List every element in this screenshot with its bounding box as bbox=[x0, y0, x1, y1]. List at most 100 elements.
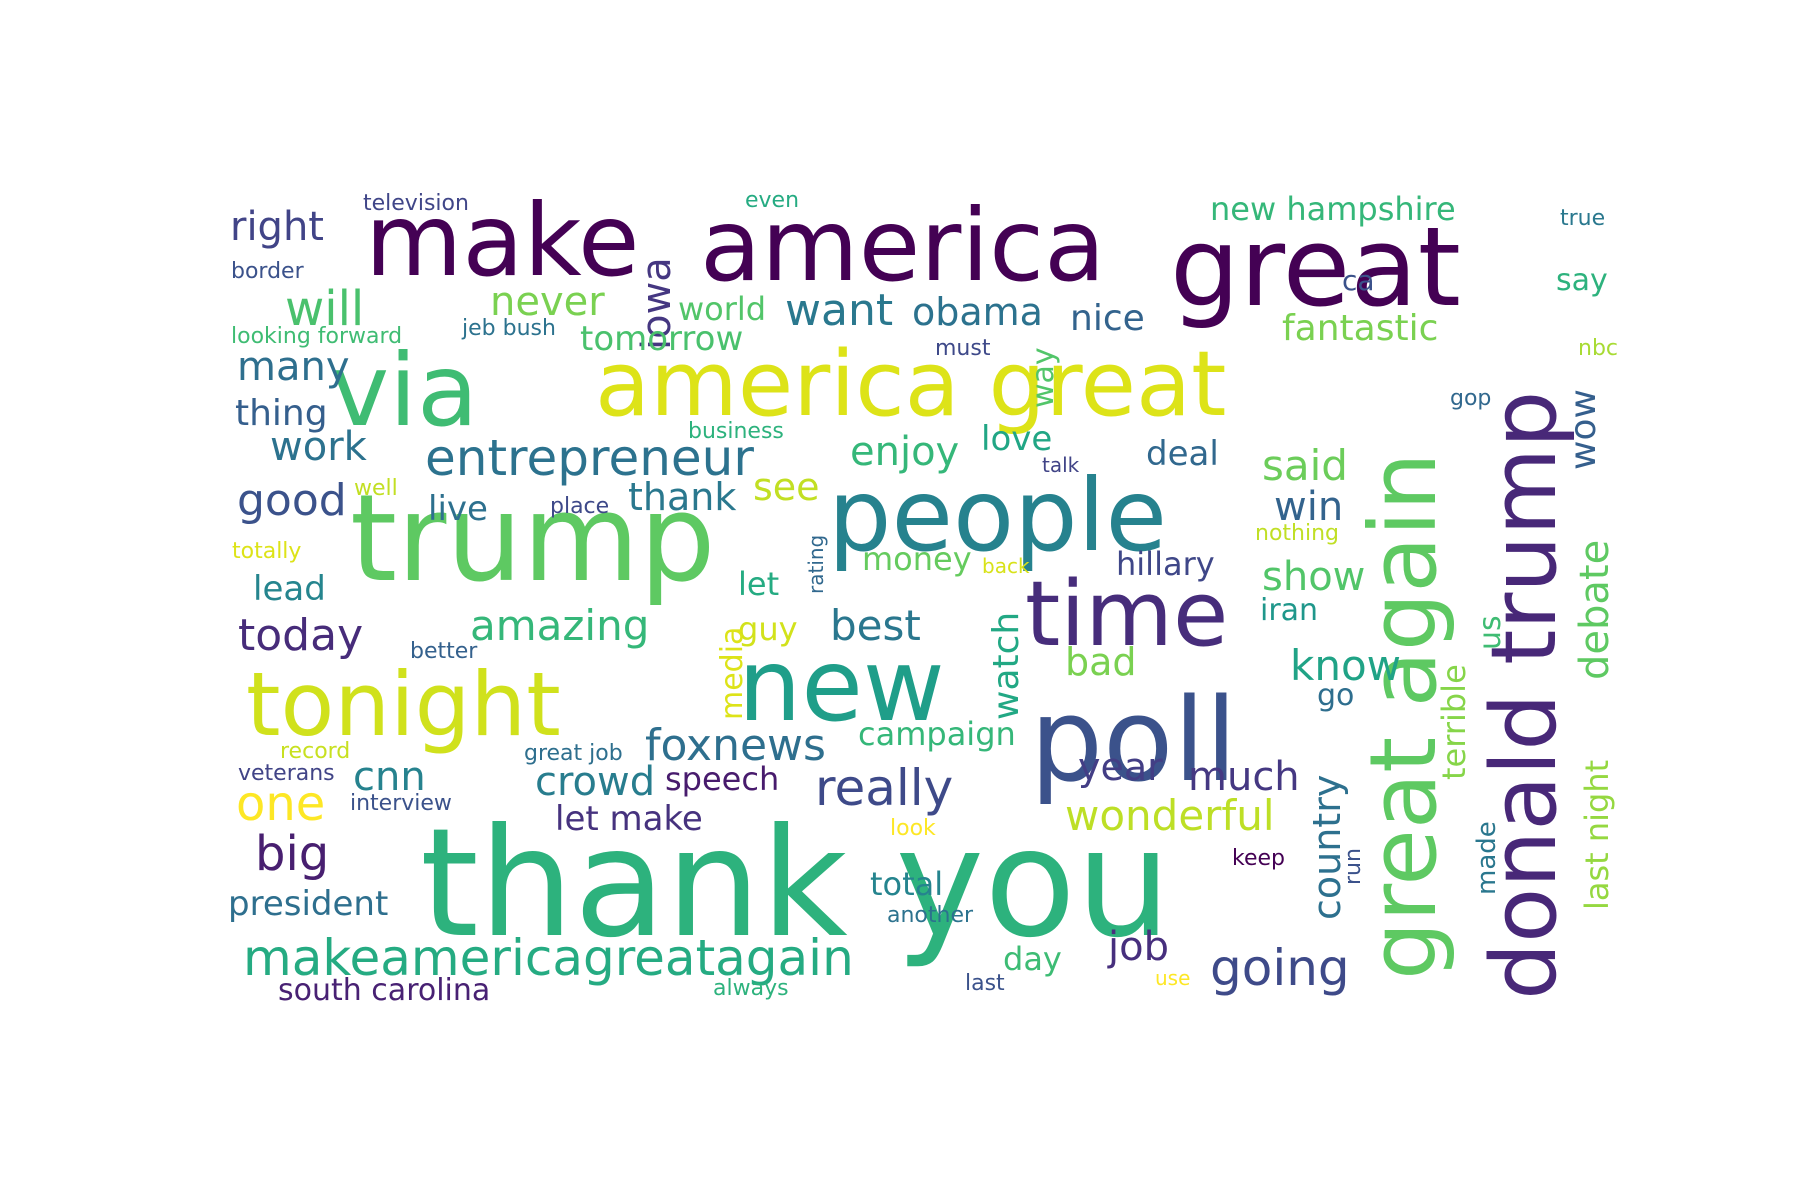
word-bad: bad bbox=[1065, 640, 1137, 684]
word-let: let bbox=[738, 565, 779, 603]
word-made: made bbox=[1472, 821, 1502, 895]
word-nbc: nbc bbox=[1578, 336, 1618, 361]
word-use: use bbox=[1155, 966, 1190, 990]
word-poll: poll bbox=[1030, 674, 1237, 808]
word-great-job: great job bbox=[524, 741, 623, 766]
word-foxnews: foxnews bbox=[645, 720, 826, 771]
word-go: go bbox=[1317, 678, 1354, 713]
word-wow: wow bbox=[1563, 389, 1604, 470]
word-year: year bbox=[1078, 745, 1163, 789]
word-gop: gop bbox=[1450, 386, 1491, 411]
word-nice: nice bbox=[1070, 298, 1145, 339]
word-want: want bbox=[785, 285, 893, 336]
word-president: president bbox=[228, 884, 388, 924]
word-love: love bbox=[981, 419, 1052, 459]
word-people: people bbox=[828, 457, 1167, 574]
word-never: never bbox=[490, 279, 605, 325]
word-jeb-bush: jeb bush bbox=[461, 316, 556, 341]
word-big: big bbox=[255, 826, 329, 882]
word-veterans: veterans bbox=[238, 761, 335, 786]
word-new: new bbox=[738, 627, 945, 744]
word-world: world bbox=[678, 290, 766, 328]
word-day: day bbox=[1003, 940, 1062, 978]
word-television: television bbox=[363, 191, 469, 216]
word-lead: lead bbox=[253, 569, 326, 609]
word-enjoy: enjoy bbox=[850, 429, 959, 475]
word-record: record bbox=[280, 739, 350, 764]
word-know: know bbox=[1290, 641, 1401, 690]
word-back: back bbox=[982, 554, 1030, 578]
word-said: said bbox=[1262, 441, 1348, 490]
word-guy: guy bbox=[738, 610, 798, 648]
word-trump: trump bbox=[350, 470, 716, 609]
word-live: live bbox=[428, 489, 488, 529]
word-thank: thank bbox=[628, 475, 736, 519]
word-business: business bbox=[688, 419, 784, 444]
word-see: see bbox=[753, 465, 820, 509]
word-always: always bbox=[713, 976, 789, 1001]
word-rating: rating bbox=[804, 535, 828, 594]
word-time: time bbox=[1025, 562, 1228, 667]
word-true: true bbox=[1560, 206, 1605, 231]
word-make: make bbox=[365, 182, 640, 299]
word-fantastic: fantastic bbox=[1282, 308, 1438, 349]
word-place: place bbox=[550, 494, 609, 519]
word-wonderful: wonderful bbox=[1065, 791, 1275, 840]
word-thing: thing bbox=[235, 393, 328, 434]
word-another: another bbox=[887, 903, 974, 928]
word-amazing: amazing bbox=[470, 601, 649, 650]
word-really: really bbox=[815, 759, 953, 817]
word-speech: speech bbox=[665, 760, 779, 798]
word-america: america bbox=[700, 187, 1105, 304]
word-cnn: cnn bbox=[353, 754, 426, 800]
word-us: us bbox=[1473, 615, 1508, 650]
word-thank-you: thank you bbox=[420, 797, 1171, 971]
word-debate: debate bbox=[1572, 540, 1618, 680]
word-campaign: campaign bbox=[858, 715, 1016, 753]
word-show: show bbox=[1262, 554, 1365, 600]
word-tonight: tonight bbox=[246, 653, 561, 756]
word-job: job bbox=[1107, 924, 1169, 970]
word-interview: interview bbox=[350, 791, 452, 816]
word-talk: talk bbox=[1042, 453, 1080, 477]
word-obama: obama bbox=[912, 290, 1043, 334]
word-entrepreneur: entrepreneur bbox=[425, 429, 754, 487]
word-going: going bbox=[1210, 939, 1350, 997]
word-great: great bbox=[1170, 203, 1461, 331]
word-last: last bbox=[965, 971, 1005, 996]
word-many: many bbox=[237, 344, 350, 390]
word-must: must bbox=[935, 336, 991, 361]
word-south-carolina: south carolina bbox=[278, 973, 490, 1008]
word-ca: ca bbox=[1342, 264, 1375, 297]
word-say: say bbox=[1556, 263, 1608, 298]
word-today: today bbox=[238, 610, 363, 661]
word-great-again: great again bbox=[1350, 452, 1457, 980]
word-donald-trump: donald trump bbox=[1472, 391, 1577, 1000]
word-iowa: iowa bbox=[634, 257, 680, 350]
word-look: look bbox=[890, 816, 936, 841]
word-terrible: terrible bbox=[1435, 664, 1473, 780]
word-country: country bbox=[1305, 775, 1349, 920]
word-let-make: let make bbox=[555, 799, 703, 839]
word-crowd: crowd bbox=[535, 759, 655, 805]
word-watch: watch bbox=[986, 612, 1027, 720]
word-hillary: hillary bbox=[1116, 545, 1215, 583]
word-border: border bbox=[231, 259, 305, 284]
word-makeamericagreatagain: makeamericagreatagain bbox=[243, 929, 854, 987]
word-keep: keep bbox=[1232, 846, 1285, 871]
word-nothing: nothing bbox=[1255, 521, 1339, 546]
word-deal: deal bbox=[1146, 434, 1219, 474]
word-well: well bbox=[354, 476, 398, 501]
word-much: much bbox=[1188, 754, 1300, 800]
word-america-great: america great bbox=[595, 332, 1226, 437]
word-one: one bbox=[236, 776, 325, 832]
word-work: work bbox=[270, 424, 368, 470]
word-last-night: last night bbox=[1578, 760, 1616, 910]
word-right: right bbox=[230, 204, 324, 250]
word-via: via bbox=[330, 332, 478, 449]
word-best: best bbox=[830, 601, 921, 650]
word-new-hampshire: new hampshire bbox=[1210, 190, 1456, 228]
word-better: better bbox=[410, 639, 478, 664]
